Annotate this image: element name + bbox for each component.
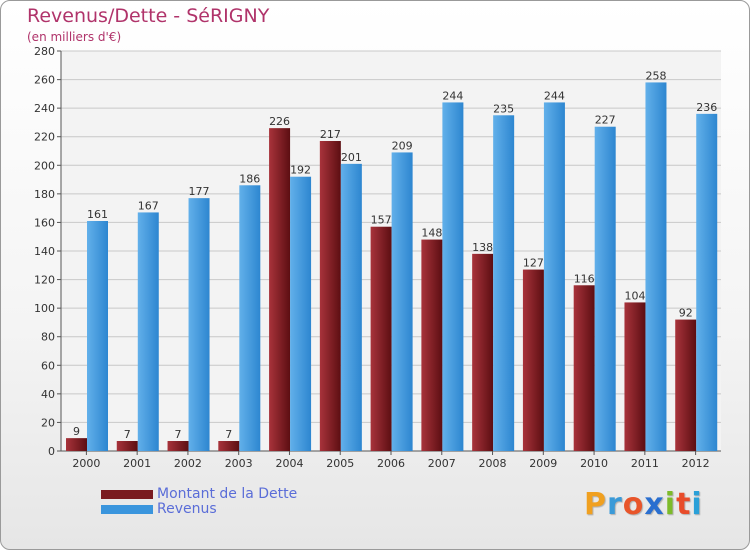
bar-revenue — [290, 176, 312, 451]
data-label-debt: 9 — [73, 425, 80, 438]
bar-revenue — [391, 152, 413, 451]
bar-revenue — [87, 221, 108, 451]
x-tick-label: 2010 — [580, 457, 608, 470]
y-tick-label: 180 — [34, 188, 55, 201]
y-tick-label: 240 — [34, 102, 55, 115]
logo-letter: i — [691, 487, 703, 522]
bar-revenue — [645, 82, 667, 451]
y-tick-label: 280 — [34, 45, 55, 58]
y-tick-label: 260 — [34, 74, 55, 87]
data-label-revenue: 258 — [645, 69, 666, 82]
data-label-revenue: 236 — [696, 101, 717, 114]
y-tick-label: 60 — [41, 359, 55, 372]
data-label-revenue: 177 — [189, 185, 210, 198]
bar-debt — [573, 285, 595, 451]
x-tick-label: 2002 — [174, 457, 202, 470]
y-tick-label: 20 — [41, 416, 55, 429]
x-tick-label: 2001 — [123, 457, 151, 470]
x-tick-label: 2003 — [225, 457, 253, 470]
x-tick-label: 2007 — [428, 457, 456, 470]
legend-swatch-revenue — [101, 505, 153, 514]
logo-letter: i — [664, 487, 677, 522]
bar-revenue — [442, 102, 464, 451]
logo-letter: o — [622, 487, 645, 522]
data-label-debt: 7 — [225, 428, 232, 441]
bar-debt — [66, 438, 87, 451]
data-label-revenue: 227 — [595, 114, 616, 127]
x-tick-label: 2011 — [631, 457, 659, 470]
bar-revenue — [696, 113, 718, 451]
data-label-revenue: 161 — [87, 208, 108, 221]
bar-debt — [218, 441, 240, 451]
data-label-revenue: 235 — [493, 102, 514, 115]
x-tick-label: 2000 — [72, 457, 100, 470]
y-tick-label: 0 — [48, 445, 55, 458]
bar-revenue — [594, 126, 616, 451]
x-tick-label: 2009 — [529, 457, 557, 470]
data-label-revenue: 201 — [341, 151, 362, 164]
bar-debt — [167, 441, 189, 451]
data-label-debt: 116 — [574, 272, 595, 285]
y-tick-label: 160 — [34, 216, 55, 229]
bar-debt — [675, 319, 697, 451]
data-label-revenue: 167 — [138, 199, 159, 212]
legend-swatch-debt — [101, 490, 153, 499]
bar-debt — [421, 239, 443, 451]
bar-revenue — [239, 185, 261, 452]
x-tick-label: 2008 — [479, 457, 507, 470]
bar-revenue — [188, 198, 210, 451]
bar-debt — [522, 269, 544, 451]
data-label-revenue: 186 — [239, 172, 260, 185]
x-tick-label: 2004 — [275, 457, 303, 470]
bar-debt — [624, 302, 646, 451]
data-label-revenue: 244 — [442, 89, 463, 102]
logo-letter: r — [607, 487, 623, 522]
bar-revenue — [543, 102, 565, 451]
data-label-debt: 148 — [421, 227, 442, 240]
x-tick-label: 2005 — [326, 457, 354, 470]
y-tick-label: 220 — [34, 131, 55, 144]
chart-title: Revenus/Dette - SéRIGNY — [27, 5, 270, 27]
data-label-debt: 138 — [472, 241, 493, 254]
logo-letter: P — [584, 487, 607, 522]
data-label-debt: 127 — [523, 257, 544, 270]
data-label-revenue: 244 — [544, 89, 565, 102]
data-label-debt: 217 — [320, 128, 341, 141]
data-label-debt: 92 — [679, 307, 693, 320]
chart-subtitle: (en milliers d'€) — [27, 30, 122, 44]
bar-revenue — [493, 115, 515, 452]
data-label-debt: 7 — [175, 428, 182, 441]
y-tick-label: 140 — [34, 245, 55, 258]
bar-revenue — [137, 212, 159, 451]
y-tick-label: 120 — [34, 274, 55, 287]
x-tick-label: 2012 — [682, 457, 710, 470]
bar-debt — [269, 128, 291, 451]
y-tick-label: 80 — [41, 331, 55, 344]
legend-label-revenue: Revenus — [157, 501, 217, 517]
y-tick-label: 40 — [41, 388, 55, 401]
bar-debt — [319, 141, 341, 451]
logo-letter: t — [676, 487, 692, 522]
bar-debt — [116, 441, 138, 451]
bar-revenue — [340, 163, 362, 451]
y-tick-label: 100 — [34, 302, 55, 315]
y-tick-label: 200 — [34, 159, 55, 172]
data-label-revenue: 209 — [392, 139, 413, 152]
data-label-revenue: 192 — [290, 164, 311, 177]
x-tick-label: 2006 — [377, 457, 405, 470]
bar-debt — [472, 253, 494, 451]
bar-debt — [370, 226, 392, 451]
data-label-debt: 7 — [124, 428, 131, 441]
data-label-debt: 104 — [624, 289, 645, 302]
logo-letter: x — [644, 487, 665, 522]
data-label-debt: 157 — [371, 214, 392, 227]
legend-label-debt: Montant de la Dette — [157, 486, 298, 502]
proxiti-logo: Proxiti — [584, 487, 703, 522]
data-label-debt: 226 — [269, 115, 290, 128]
